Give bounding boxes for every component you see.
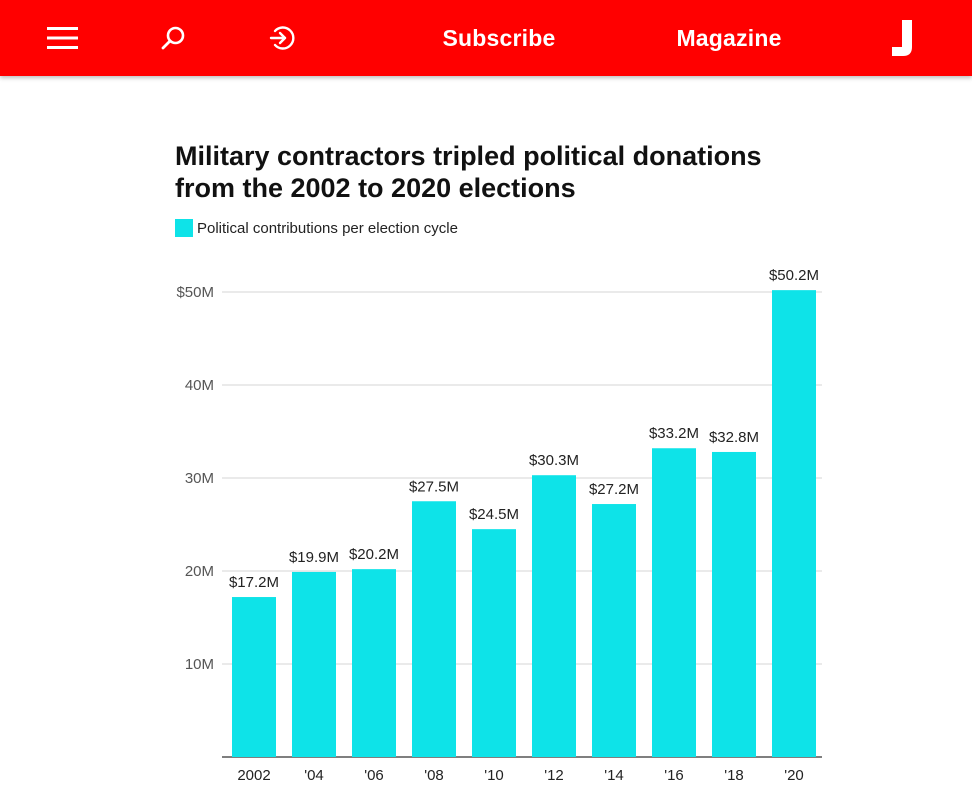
bar bbox=[652, 448, 696, 757]
bar bbox=[412, 501, 456, 757]
x-tick-label: '18 bbox=[724, 767, 744, 784]
bar-value-label: $17.2M bbox=[229, 574, 279, 591]
bar-value-label: $30.3M bbox=[529, 452, 579, 469]
search-button[interactable] bbox=[156, 0, 190, 76]
menu-button[interactable] bbox=[40, 0, 86, 76]
bar bbox=[712, 451, 756, 757]
legend-label: Political contributions per election cyc… bbox=[197, 219, 458, 237]
bar-value-label: $33.2M bbox=[649, 425, 699, 442]
search-icon bbox=[161, 26, 185, 50]
legend-swatch bbox=[175, 219, 193, 237]
y-tick-label: 20M bbox=[185, 563, 214, 580]
bar bbox=[292, 571, 336, 757]
x-tick-label: '08 bbox=[424, 767, 444, 784]
bars bbox=[232, 290, 816, 757]
bar-chart: 10M 20M 30M 40M $50M $17.2M 2002 $19.9M '04 $20.2… bbox=[176, 267, 822, 784]
chart-legend: Political contributions per election cyc… bbox=[175, 219, 458, 237]
bar bbox=[352, 569, 396, 757]
bar-value-label: $24.5M bbox=[469, 506, 519, 523]
bar-value-label: $50.2M bbox=[769, 267, 819, 284]
x-tick-label: 2002 bbox=[237, 767, 270, 784]
magazine-link[interactable]: Magazine bbox=[664, 0, 794, 76]
chart-title: Military contractors tripled political d… bbox=[175, 141, 762, 203]
x-tick-label: '12 bbox=[544, 767, 564, 784]
sign-in-icon bbox=[269, 26, 295, 50]
y-tick-label: 10M bbox=[185, 656, 214, 673]
top-navigation-bar: Subscribe Magazine bbox=[0, 0, 972, 76]
bar-value-label: $20.2M bbox=[349, 546, 399, 563]
jacobin-logo-icon bbox=[892, 20, 912, 56]
subscribe-label: Subscribe bbox=[442, 24, 556, 51]
home-logo-link[interactable] bbox=[884, 0, 920, 76]
y-tick-label: 40M bbox=[185, 377, 214, 394]
bar bbox=[472, 529, 516, 757]
y-tick-label: $50M bbox=[176, 284, 214, 301]
hamburger-menu-icon bbox=[47, 27, 78, 49]
bar-value-label: $27.2M bbox=[589, 481, 639, 498]
bar bbox=[532, 475, 576, 757]
bar-value-label: $27.5M bbox=[409, 478, 459, 495]
bar bbox=[232, 597, 276, 757]
x-tick-label: '16 bbox=[664, 767, 684, 784]
labels: 10M 20M 30M 40M $50M $17.2M 2002 $19.9M '04 $20.2… bbox=[176, 267, 819, 784]
magazine-label: Magazine bbox=[676, 24, 782, 51]
y-tick-label: 30M bbox=[185, 470, 214, 487]
bar bbox=[592, 504, 636, 757]
bar-value-label: $32.8M bbox=[709, 429, 759, 446]
subscribe-link[interactable]: Subscribe bbox=[430, 0, 568, 76]
login-button[interactable] bbox=[264, 0, 300, 76]
x-tick-label: '04 bbox=[304, 767, 324, 784]
bar bbox=[772, 290, 816, 757]
x-tick-label: '14 bbox=[604, 767, 624, 784]
x-tick-label: '20 bbox=[784, 767, 804, 784]
x-tick-label: '06 bbox=[364, 767, 384, 784]
x-tick-label: '10 bbox=[484, 767, 504, 784]
bar-value-label: $19.9M bbox=[289, 549, 339, 566]
